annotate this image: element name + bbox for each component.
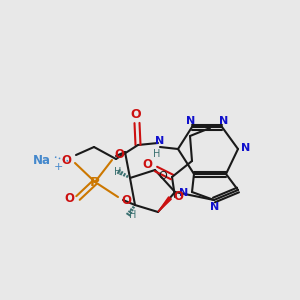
Text: Na: Na [33,154,51,166]
Polygon shape [158,197,171,212]
Text: N: N [186,116,196,126]
Text: P: P [90,176,100,188]
Text: N: N [242,143,250,153]
Text: N: N [210,202,220,212]
Text: N: N [179,188,189,198]
Text: O: O [61,154,71,167]
Text: O: O [142,158,152,172]
Text: +: + [53,162,63,172]
Text: O: O [64,193,74,206]
Text: H: H [129,210,137,220]
Text: N: N [155,136,165,146]
Text: H: H [114,167,122,177]
Text: H: H [153,149,161,159]
Text: O: O [173,190,183,203]
Text: N: N [219,116,229,126]
Text: O: O [131,109,141,122]
Text: O: O [159,171,167,181]
Text: O: O [121,194,131,208]
Text: O: O [114,148,124,161]
